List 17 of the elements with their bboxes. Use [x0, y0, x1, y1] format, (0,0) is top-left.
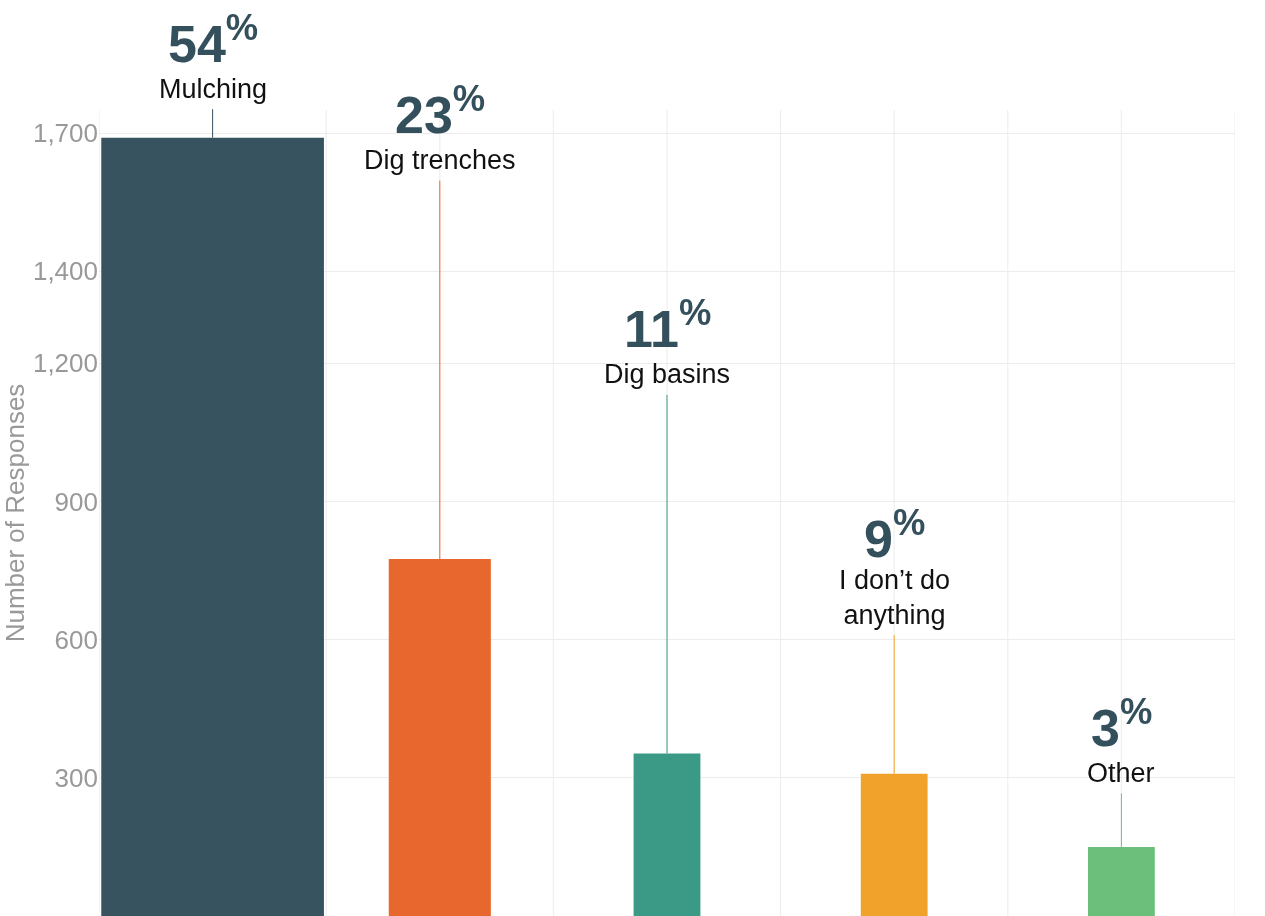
annotation: Mulching	[159, 74, 268, 104]
annotation: 3$^{%}$	[1091, 691, 1153, 757]
annotation: 11$^{%}$	[624, 292, 712, 358]
annotation: Dig basins	[604, 359, 731, 389]
annotation: 23$^{%}$	[395, 78, 486, 144]
y-axis-title: Number of Responses	[0, 383, 30, 643]
y-tick-label: 600	[54, 624, 98, 655]
annotation: I don’t do anything	[839, 565, 951, 631]
annotation: 9$^{%}$	[864, 502, 926, 568]
y-tick-label: 1,400	[32, 256, 98, 287]
annotation: 54$^{%}$	[168, 7, 259, 73]
y-tick-label: 1,700	[32, 118, 98, 149]
annotation: Dig trenches	[364, 145, 516, 175]
y-tick-label: 300	[54, 762, 98, 793]
y-tick-label: 900	[54, 486, 98, 517]
annotation: Other	[1087, 758, 1155, 788]
y-tick-label: 1,200	[32, 348, 98, 379]
